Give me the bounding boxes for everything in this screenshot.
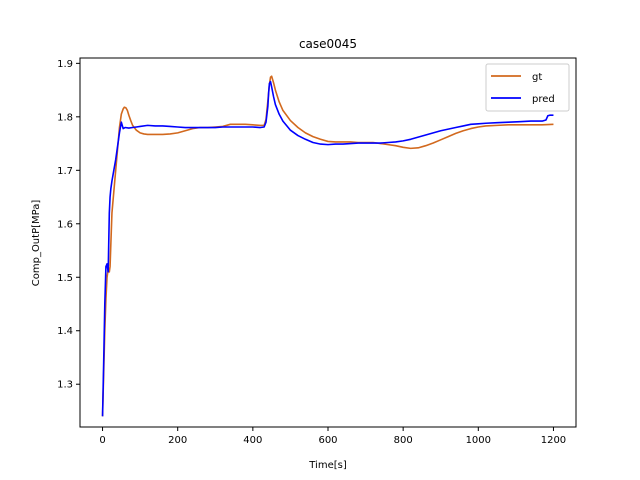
x-tick-label: 200 <box>168 435 187 446</box>
legend-label-gt: gt <box>532 72 542 83</box>
x-tick-label: 1200 <box>541 435 566 446</box>
legend-label-pred: pred <box>532 94 555 105</box>
y-tick-label: 1.4 <box>57 326 73 337</box>
x-tick-label: 0 <box>99 435 105 446</box>
x-tick-label: 600 <box>318 435 337 446</box>
x-axis-label: Time[s] <box>308 460 347 471</box>
y-tick-label: 1.6 <box>57 219 73 230</box>
x-tick-label: 400 <box>243 435 262 446</box>
plot-area <box>101 75 554 417</box>
x-tick-label: 800 <box>394 435 413 446</box>
legend: gt pred <box>485 63 570 112</box>
y-tick-label: 1.3 <box>57 380 73 391</box>
y-tick-label: 1.9 <box>57 59 73 70</box>
series-line-pred <box>101 80 554 417</box>
y-axis: 1.3 1.4 1.5 1.6 1.7 1.8 1.9 <box>57 59 80 391</box>
y-tick-label: 1.8 <box>57 112 73 123</box>
chart-title: case0045 <box>299 37 357 51</box>
y-axis-label: Comp_OutP[MPa] <box>31 200 42 287</box>
y-tick-label: 1.5 <box>57 273 73 284</box>
x-axis: 0 200 400 600 800 1000 1200 <box>99 427 566 446</box>
y-tick-label: 1.7 <box>57 166 73 177</box>
x-tick-label: 1000 <box>466 435 491 446</box>
legend-box <box>485 63 570 112</box>
